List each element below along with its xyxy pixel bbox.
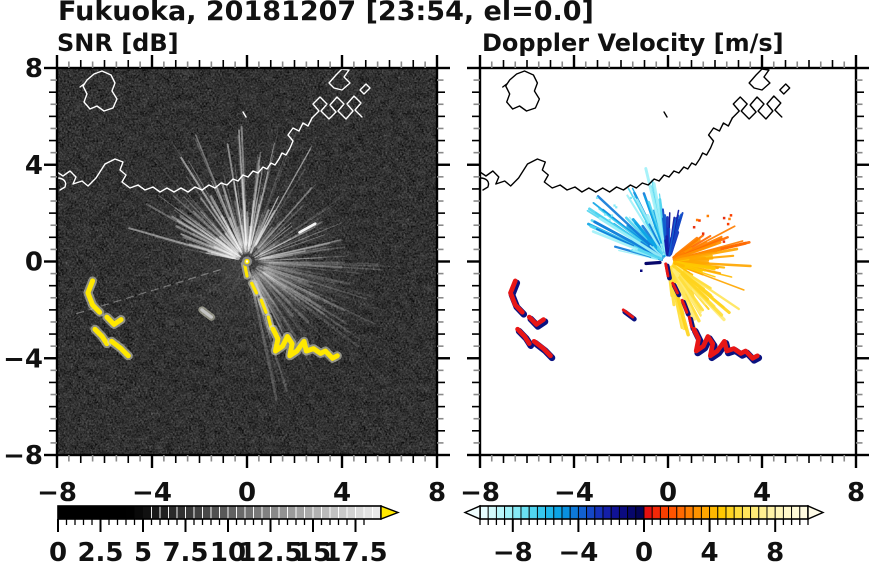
doppler-colorbar-cells [479, 505, 809, 520]
snr-over-arrow [380, 504, 400, 521]
axes: −8 −4 0 4 8 8 4 0 −4 −8 [3, 54, 450, 508]
x-tick-label: −4 [132, 478, 172, 508]
x-tick-label: −8 [37, 478, 77, 508]
y-tick-label: −8 [3, 441, 43, 471]
doppler-colorbar-label: 0 [635, 538, 653, 568]
doppler-colorbar-label: 4 [701, 538, 719, 568]
doppler-colorbar-label: 8 [766, 538, 784, 568]
snr-colorbar-label: 2.5 [77, 538, 123, 568]
doppler-under-arrow [463, 504, 481, 521]
coastline [479, 68, 791, 193]
snr-colorbar-ticks [57, 519, 365, 532]
doppler-panel-title: Doppler Velocity [m/s] [482, 29, 784, 57]
x-tick-label: 8 [847, 478, 865, 508]
snr-colorbar-label: 7.5 [162, 538, 208, 568]
doppler-ship-echoes [508, 262, 763, 364]
snr-colorbar-label: 15 [295, 538, 331, 568]
doppler-plot: −8 −4 0 4 8 [460, 55, 869, 508]
x-tick-label: −8 [460, 478, 500, 508]
snr-colorbar-label: 0 [49, 538, 67, 568]
doppler-over-arrow [807, 504, 825, 521]
axes: −8 −4 0 4 8 [460, 55, 869, 508]
snr-plot: −8 −4 0 4 8 8 4 0 −4 −8 [3, 54, 450, 508]
x-tick-label: 8 [428, 478, 446, 508]
x-tick-label: 0 [238, 478, 256, 508]
velocity-fans [586, 167, 752, 339]
coastline [56, 68, 371, 193]
x-tick-label: 0 [659, 478, 677, 508]
y-tick-label: −4 [3, 344, 43, 374]
y-tick-label: 8 [25, 54, 43, 84]
doppler-colorbar: −8 −4 0 4 8 [463, 504, 825, 568]
figure-title: Fukuoka, 20181207 [23:54, el=0.0] [58, 0, 594, 27]
snr-colorbar-label: 10 [210, 538, 246, 568]
snr-panel-title: SNR [dB] [57, 29, 179, 57]
y-tick-label: 4 [25, 151, 43, 181]
y-tick-label: 0 [25, 248, 43, 278]
snr-colorbar-label: 12.5 [238, 538, 302, 568]
doppler-colorbar-label: −4 [558, 538, 598, 568]
snr-colorbar-label: 17.5 [323, 538, 387, 568]
doppler-colorbar-label: −8 [493, 538, 533, 568]
x-tick-label: −4 [554, 478, 594, 508]
doppler-colorbar-ticks [479, 519, 809, 532]
snr-colorbar-cells [57, 505, 382, 520]
clutter-streaks [76, 125, 391, 401]
x-tick-label: 4 [753, 478, 771, 508]
snr-ship-echoes [83, 260, 342, 363]
x-tick-label: 4 [333, 478, 351, 508]
snr-colorbar-label: 5 [134, 538, 152, 568]
